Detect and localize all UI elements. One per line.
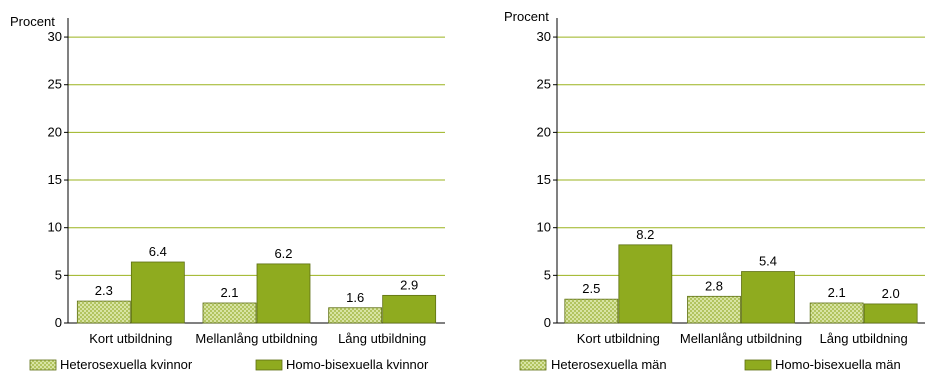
y-tick-label: 15 bbox=[537, 172, 551, 187]
y-axis-title: Procent bbox=[10, 14, 55, 29]
y-tick-label: 25 bbox=[48, 77, 62, 92]
legend-swatch-hetero bbox=[29, 359, 57, 371]
x-tick-label: Kort utbildning bbox=[89, 331, 172, 346]
data-label: 2.9 bbox=[400, 277, 418, 292]
x-tick-label: Mellanlång utbildning bbox=[195, 331, 317, 346]
y-tick-label: 0 bbox=[55, 315, 62, 330]
y-tick-label: 30 bbox=[537, 29, 551, 44]
data-label: 2.1 bbox=[828, 285, 846, 300]
y-tick-label: 20 bbox=[537, 124, 551, 139]
y-tick-label: 20 bbox=[48, 124, 62, 139]
bar-hetero bbox=[687, 295, 741, 324]
y-tick-label: 15 bbox=[48, 172, 62, 187]
x-tick-label: Lång utbildning bbox=[820, 331, 908, 346]
y-axis-title: Procent bbox=[504, 9, 549, 24]
y-tick-label: 25 bbox=[537, 77, 551, 92]
data-label: 8.2 bbox=[636, 227, 654, 242]
legend-label-homo: Homo-bisexuella kvinnor bbox=[286, 357, 429, 372]
bar-hetero bbox=[809, 302, 864, 324]
data-label: 5.4 bbox=[759, 254, 777, 269]
data-label: 6.4 bbox=[149, 244, 167, 259]
y-tick-label: 10 bbox=[48, 220, 62, 235]
x-tick-label: Kort utbildning bbox=[577, 331, 660, 346]
legend-swatch-homo bbox=[744, 359, 772, 371]
x-tick-label: Lång utbildning bbox=[338, 331, 426, 346]
chart-panel-2: 0 5 10 15 20 25 30 Procent 2.5 8.2 Kort utbildning… bbox=[504, 9, 925, 372]
legend-swatch-homo bbox=[255, 359, 283, 371]
data-label: 6.2 bbox=[274, 246, 292, 261]
legend-label-hetero: Heterosexuella män bbox=[551, 357, 667, 372]
y-tick-label: 10 bbox=[537, 220, 551, 235]
y-tick-label: 5 bbox=[544, 267, 551, 282]
data-label: 2.8 bbox=[705, 278, 723, 293]
data-label: 2.5 bbox=[582, 281, 600, 296]
bar-homo bbox=[741, 271, 795, 324]
y-tick-label: 5 bbox=[55, 267, 62, 282]
bar-homo bbox=[256, 263, 311, 324]
data-label: 2.0 bbox=[882, 286, 900, 301]
legend-swatch-hetero bbox=[519, 359, 547, 371]
y-tick-label: 0 bbox=[544, 315, 551, 330]
legend-label-homo: Homo-bisexuella män bbox=[775, 357, 901, 372]
y-tick-label: 30 bbox=[48, 29, 62, 44]
bar-homo bbox=[863, 303, 918, 324]
bar-hetero bbox=[564, 298, 619, 324]
data-label: 2.1 bbox=[220, 285, 238, 300]
bar-hetero bbox=[76, 300, 131, 324]
bar-hetero bbox=[328, 307, 383, 324]
bar-hetero bbox=[202, 302, 257, 324]
data-label: 1.6 bbox=[346, 290, 364, 305]
x-tick-label: Mellanlång utbildning bbox=[680, 331, 802, 346]
data-label: 2.3 bbox=[95, 283, 113, 298]
bar-homo bbox=[618, 244, 673, 324]
bar-homo bbox=[382, 294, 437, 324]
legend-label-hetero: Heterosexuella kvinnor bbox=[60, 357, 193, 372]
bar-homo bbox=[130, 261, 185, 324]
